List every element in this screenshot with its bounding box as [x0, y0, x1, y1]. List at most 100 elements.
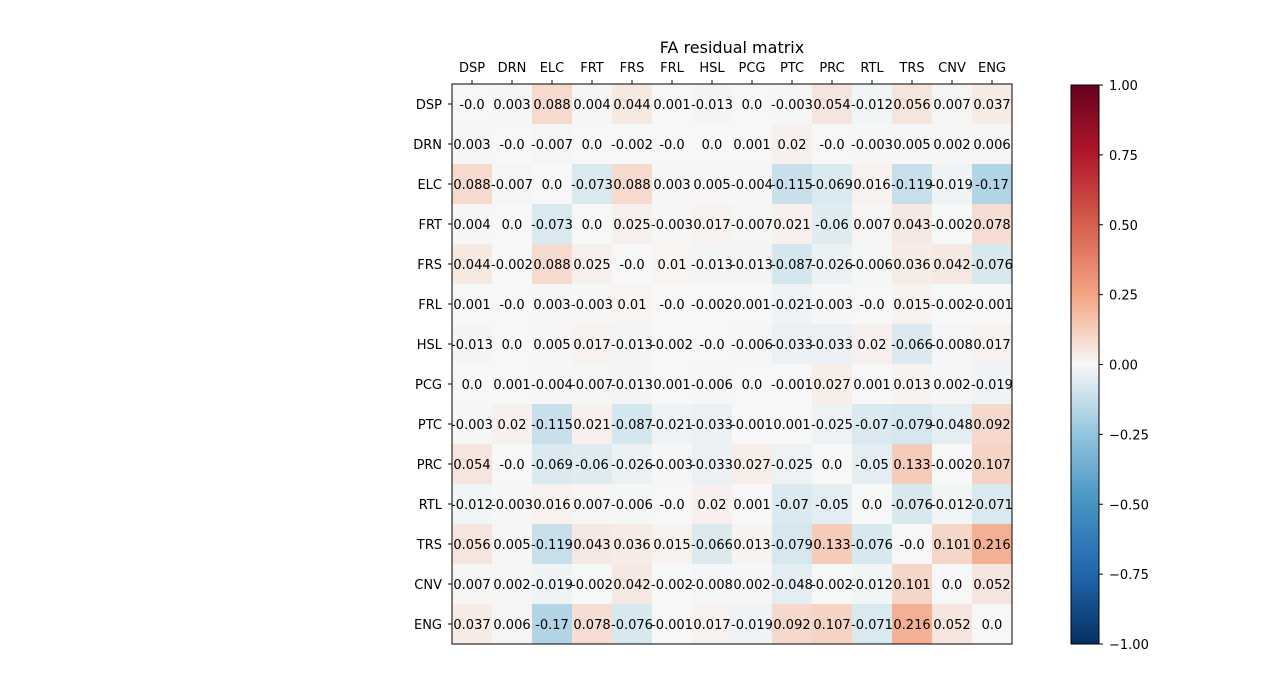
- cell-value-label: -0.07: [775, 498, 809, 513]
- x-tick-label: TRS: [898, 61, 924, 76]
- heatmap-cell: [732, 604, 773, 645]
- heatmap-cell: [812, 84, 853, 125]
- cell-value-label: 0.037: [973, 98, 1010, 113]
- cell-value-label: 0.092: [773, 618, 810, 633]
- heatmap-cell: [492, 244, 533, 285]
- heatmap-cell: [692, 604, 733, 645]
- y-tick-label: PRC: [417, 458, 442, 473]
- heatmap-cell: [732, 524, 773, 565]
- heatmap-cell: [972, 484, 1013, 525]
- heatmap-cell: [492, 604, 533, 645]
- cell-value-label: -0.025: [771, 458, 813, 473]
- cell-value-label: 0.004: [573, 98, 610, 113]
- heatmap-cell: [652, 284, 693, 325]
- heatmap-cell: [492, 164, 533, 205]
- cell-value-label: 0.0: [502, 338, 523, 353]
- y-tick-label: CNV: [414, 578, 442, 593]
- heatmap-cell: [452, 564, 493, 605]
- heatmap-cell: [852, 364, 893, 405]
- cell-value-label: -0.073: [531, 218, 573, 233]
- heatmap-cell: [852, 124, 893, 165]
- cell-value-label: 0.037: [453, 618, 490, 633]
- heatmap-cell: [772, 524, 813, 565]
- heatmap-cell: [452, 524, 493, 565]
- heatmap-cell: [652, 84, 693, 125]
- cell-value-label: -0.0: [499, 138, 524, 153]
- y-tick-label: DRN: [413, 138, 442, 153]
- cell-value-label: 0.005: [693, 178, 730, 193]
- cell-value-label: 0.043: [893, 218, 930, 233]
- cell-value-label: 0.005: [493, 538, 530, 553]
- heatmap-cell: [972, 244, 1013, 285]
- heatmap-cell: [812, 244, 853, 285]
- heatmap-cells: [452, 84, 1013, 645]
- heatmap-cell: [772, 564, 813, 605]
- heatmap-cell: [892, 244, 933, 285]
- cell-value-label: 0.021: [573, 418, 610, 433]
- colorbar-tick-label: −0.50: [1109, 498, 1149, 513]
- cell-value-label: -0.066: [891, 338, 933, 353]
- cell-value-label: -0.06: [815, 218, 849, 233]
- heatmap-cell: [732, 204, 773, 245]
- heatmap-cell: [972, 84, 1013, 125]
- x-tick-label: FRS: [620, 61, 645, 76]
- cell-value-label: -0.0: [859, 298, 884, 313]
- cell-value-label: 0.02: [778, 138, 807, 153]
- cell-value-label: -0.115: [531, 418, 573, 433]
- heatmap-cell: [972, 524, 1013, 565]
- heatmap-cell: [452, 604, 493, 645]
- cell-value-label: -0.007: [491, 178, 533, 193]
- cell-value-label: 0.036: [613, 538, 650, 553]
- cell-value-label: 0.007: [933, 98, 970, 113]
- heatmap-cell: [932, 324, 973, 365]
- heatmap-cell: [572, 364, 613, 405]
- cell-value-label: 0.004: [453, 218, 490, 233]
- cell-value-label: 0.001: [733, 498, 770, 513]
- cell-value-label: 0.088: [533, 258, 570, 273]
- heatmap-cell: [772, 604, 813, 645]
- heatmap-cell: [812, 324, 853, 365]
- y-axis-ticks: DSP DRN ELC FRT FRS FRL HSL PCG PTC PRC RTL TRS CNV E…: [413, 98, 452, 633]
- cell-value-label: -0.033: [691, 458, 733, 473]
- heatmap-cell: [972, 564, 1013, 605]
- heatmap-cell: [492, 364, 533, 405]
- cell-value-label: 0.025: [573, 258, 610, 273]
- colorbar-ticks: 1.00 0.75 0.50 0.25 0.00 −0.25 −0.50 −0.75 −1.00: [1099, 79, 1149, 653]
- cell-value-label: 0.0: [822, 458, 843, 473]
- cell-value-label: -0.0: [819, 138, 844, 153]
- heatmap-cell: [892, 444, 933, 485]
- heatmap-cell: [692, 564, 733, 605]
- heatmap-cell: [852, 604, 893, 645]
- cell-value-label: -0.003: [571, 298, 613, 313]
- cell-value-label: 0.101: [933, 538, 970, 553]
- cell-value-label: 0.054: [813, 98, 850, 113]
- cell-value-label: 0.005: [893, 138, 930, 153]
- x-tick-label: DRN: [498, 61, 527, 76]
- heatmap-cell: [732, 284, 773, 325]
- heatmap-cell: [572, 604, 613, 645]
- cell-value-label: -0.013: [731, 258, 773, 273]
- heatmap-cell: [612, 204, 653, 245]
- y-tick-label: FRT: [418, 218, 442, 233]
- cell-value-label: 0.006: [493, 618, 530, 633]
- heatmap-cell: [932, 204, 973, 245]
- heatmap-cell: [452, 404, 493, 445]
- cell-value-label: 0.133: [813, 538, 850, 553]
- cell-value-label: 0.003: [493, 98, 530, 113]
- cell-value-label: 0.015: [653, 538, 690, 553]
- heatmap-cell: [732, 324, 773, 365]
- cell-value-label: -0.003: [451, 418, 493, 433]
- x-tick-label: HSL: [699, 61, 725, 76]
- heatmap-cell: [892, 84, 933, 125]
- cell-value-label: 0.001: [653, 98, 690, 113]
- heatmap-cell: [812, 444, 853, 485]
- cell-value-label: 0.007: [453, 578, 490, 593]
- heatmap-cell: [692, 324, 733, 365]
- cell-value-label: -0.076: [851, 538, 893, 553]
- heatmap-cell: [772, 284, 813, 325]
- cell-value-label: -0.003: [491, 498, 533, 513]
- x-tick-label: DSP: [459, 61, 485, 76]
- cell-value-label: -0.007: [571, 378, 613, 393]
- heatmap-cell: [852, 564, 893, 605]
- heatmap-cell: [652, 524, 693, 565]
